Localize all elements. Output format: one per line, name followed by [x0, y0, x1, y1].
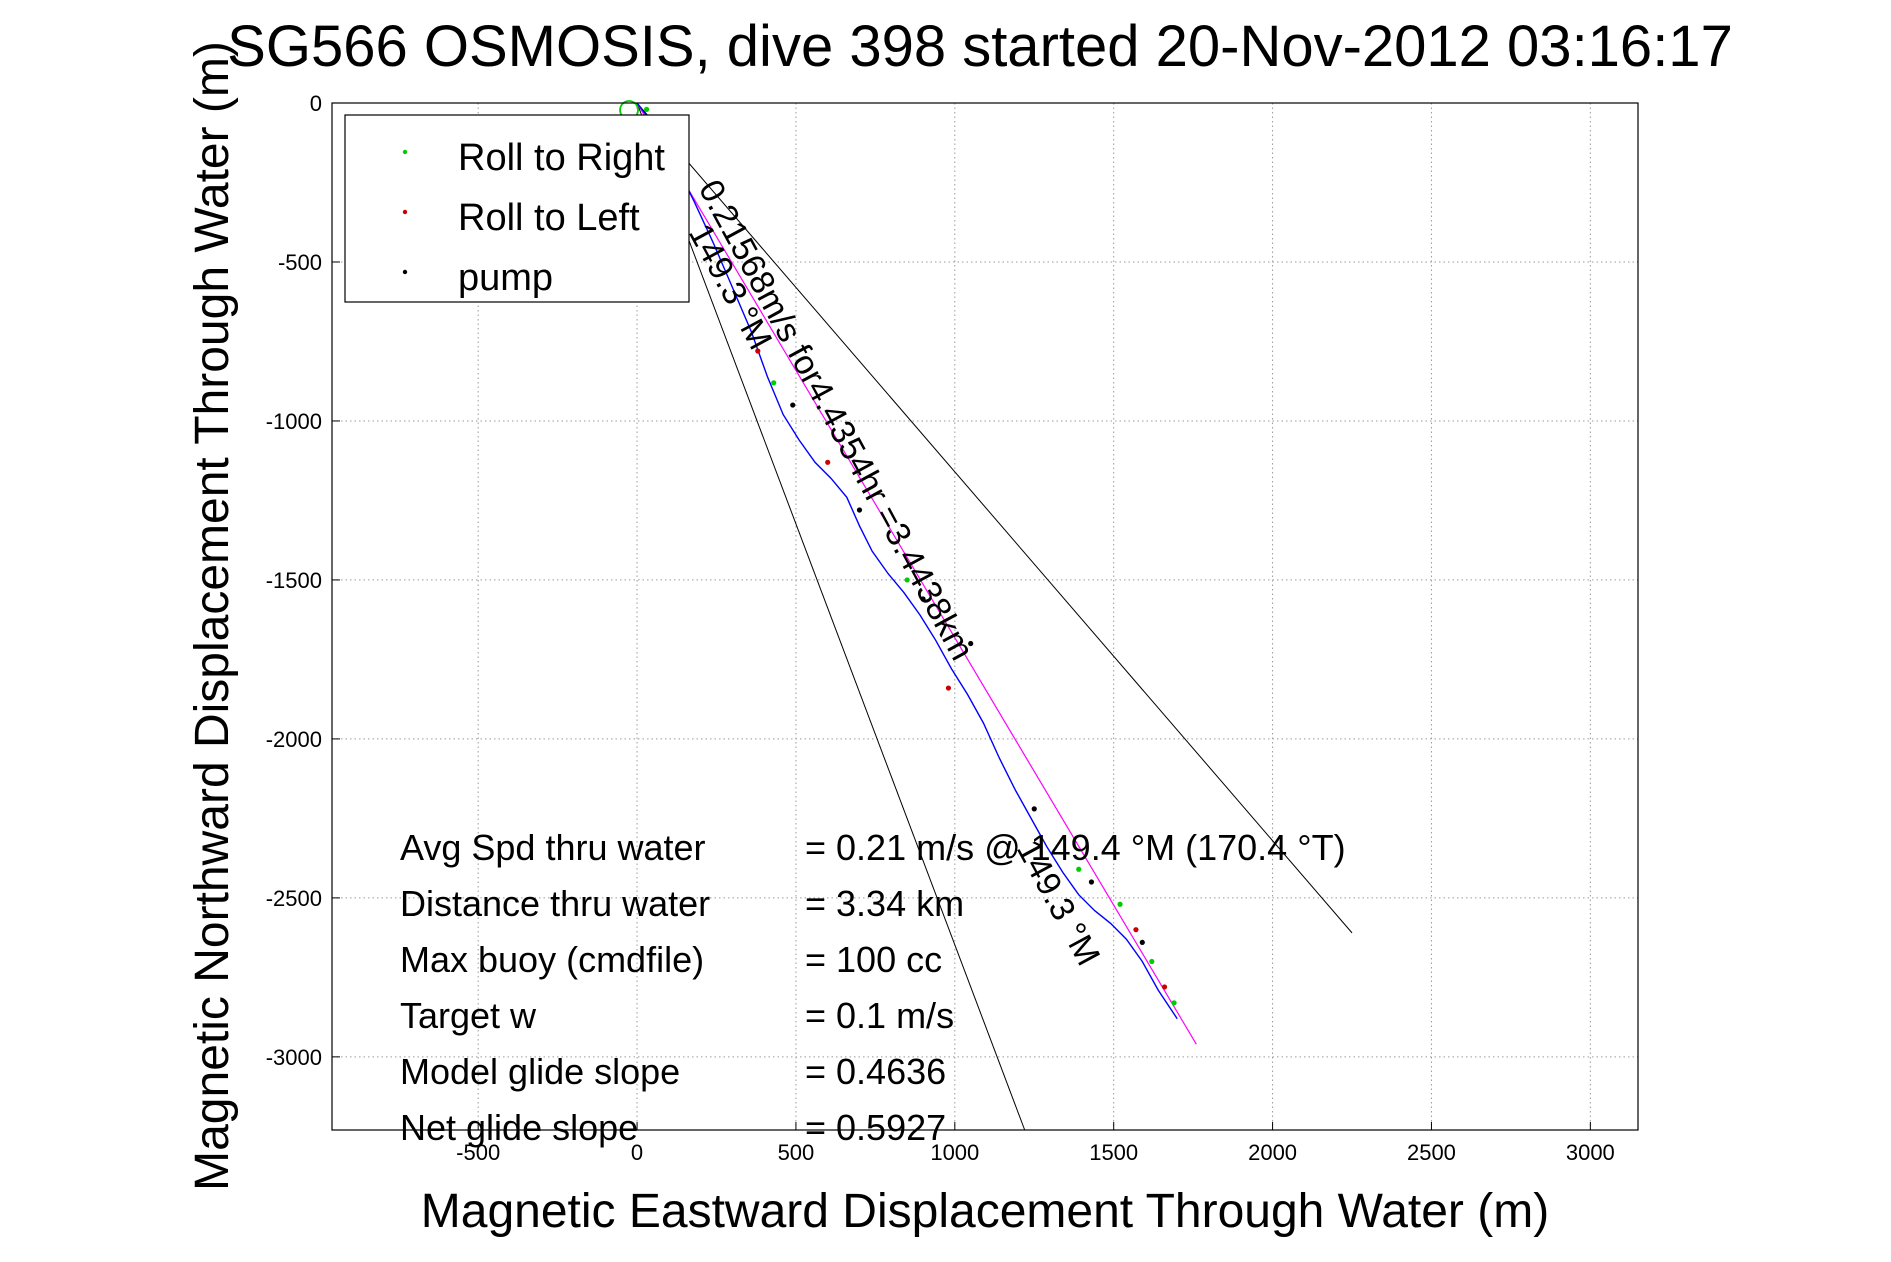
- bounding-lines: [636, 102, 1353, 1131]
- roll-right-point: [643, 106, 650, 112]
- track-line: [636, 102, 1178, 1020]
- plot-frame: [331, 102, 1639, 1131]
- x-axis-ticks: -500 0 500 1000 1500 2000 2500 3000: [456, 1122, 1615, 1165]
- stat-value: = 0.5927: [805, 1107, 946, 1148]
- legend: Roll to Right Roll to Left pump: [344, 114, 690, 303]
- pump-point: [1031, 806, 1037, 812]
- legend-box: [344, 114, 690, 303]
- roll-right-point: [1076, 866, 1082, 872]
- stat-label: Net glide slope: [400, 1107, 638, 1148]
- y-tick-label: -1500: [266, 568, 322, 593]
- heading-line: [636, 102, 1197, 1045]
- x-tick-label: 500: [778, 1140, 815, 1165]
- x-axis-label: Magnetic Eastward Displacement Through W…: [421, 1185, 1549, 1238]
- stat-label: Max buoy (cmdfile): [400, 939, 704, 980]
- roll-right-point: [1149, 958, 1155, 965]
- legend-marker: [402, 269, 408, 275]
- bounding-line-1: [636, 102, 1026, 1131]
- y-tick-label: -2000: [266, 727, 322, 752]
- roll-right-point: [1117, 901, 1123, 907]
- pump-point: [1088, 879, 1095, 885]
- pump-point: [920, 596, 926, 602]
- x-tick-label: 3000: [1566, 1140, 1615, 1165]
- y-tick-label: -2500: [266, 886, 322, 911]
- stat-label: Target w: [400, 995, 537, 1036]
- x-tick-label: -500: [456, 1140, 500, 1165]
- legend-marker: [402, 209, 408, 215]
- roll-right-point: [1171, 1000, 1177, 1006]
- stats-block: Avg Spd thru water = 0.21 m/s @ 149.4 °M …: [400, 827, 1346, 1148]
- roll-left-point: [945, 685, 952, 691]
- roll-right-point: [904, 577, 910, 583]
- y-tick-label: 0: [310, 91, 322, 116]
- x-tick-label: 0: [631, 1140, 643, 1165]
- y-axis-ticks: 0 -500 -1000 -1500 -2000 -2500 -3000: [266, 91, 340, 1070]
- legend-label: pump: [458, 257, 553, 299]
- pump-point: [856, 507, 863, 513]
- roll-right-point: [771, 380, 777, 386]
- stat-label: Avg Spd thru water: [400, 827, 706, 868]
- pump-point: [968, 640, 974, 647]
- x-tick-label: 1000: [930, 1140, 979, 1165]
- legend-marker: [402, 149, 408, 155]
- stat-value: = 0.4636: [805, 1051, 946, 1092]
- stat-value: = 0.21 m/s @ 149.4 °M (170.4 °T): [805, 827, 1346, 868]
- stat-label: Model glide slope: [400, 1051, 680, 1092]
- x-tick-label: 2000: [1248, 1140, 1297, 1165]
- stat-value: = 3.34 km: [805, 883, 964, 924]
- chart-title: SG566 OSMOSIS, dive 398 started 20-Nov-2…: [227, 14, 1733, 79]
- legend-label: Roll to Right: [458, 137, 665, 179]
- y-tick-label: -3000: [266, 1045, 322, 1070]
- pump-point: [1139, 939, 1145, 946]
- roll-left-point: [1161, 984, 1168, 990]
- x-tick-label: 1500: [1089, 1140, 1138, 1165]
- roll-left-point: [1133, 927, 1139, 933]
- y-tick-label: -1000: [266, 409, 322, 434]
- roll-left-point: [755, 348, 761, 354]
- legend-label: Roll to Left: [458, 197, 640, 239]
- roll-left-point: [825, 459, 831, 465]
- stat-value: = 100 cc: [805, 939, 942, 980]
- stat-label: Distance thru water: [400, 883, 710, 924]
- stat-value: = 0.1 m/s: [805, 995, 954, 1036]
- pump-point: [790, 402, 796, 408]
- y-axis-label: Magnetic Northward Displacement Through …: [186, 41, 239, 1191]
- bounding-line-2: [636, 102, 1353, 934]
- x-tick-label: 2500: [1407, 1140, 1456, 1165]
- y-tick-label: -500: [278, 250, 322, 275]
